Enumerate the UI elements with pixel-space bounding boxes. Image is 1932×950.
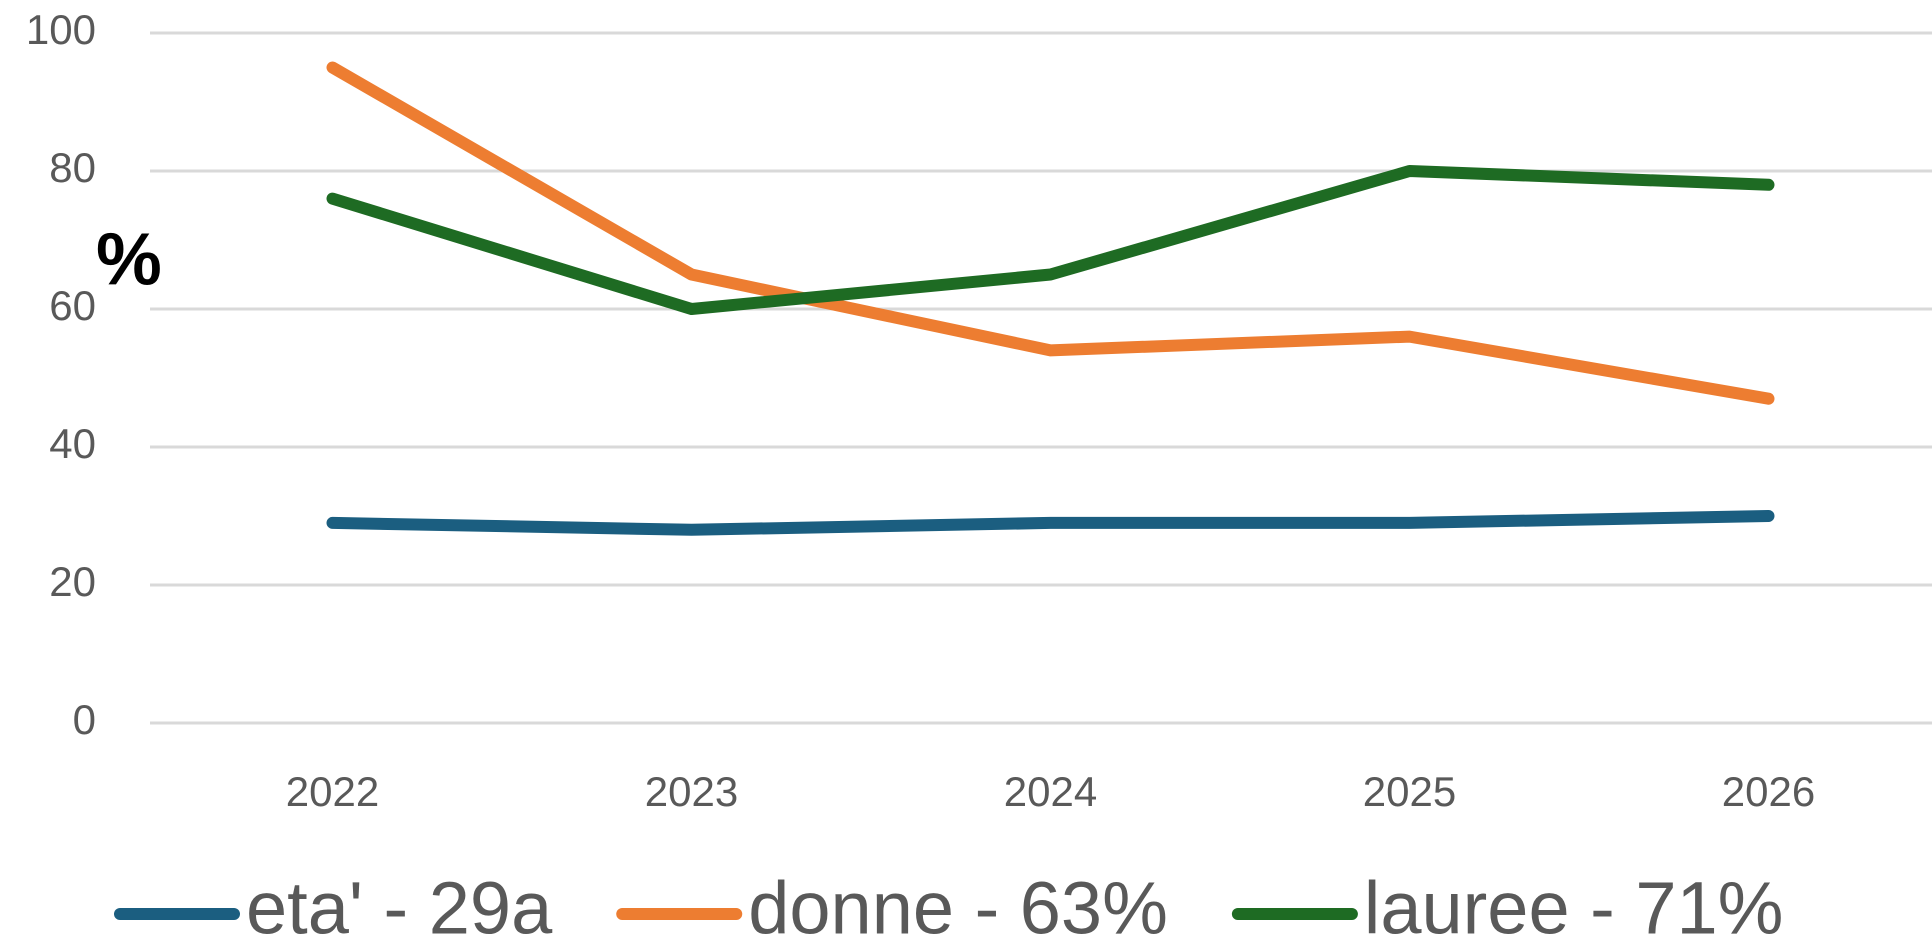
- legend-label: lauree - 71%: [1364, 867, 1784, 950]
- y-tick-label: 20: [49, 558, 96, 605]
- y-tick-label: 40: [49, 420, 96, 467]
- y-tick-label: 0: [73, 696, 96, 743]
- y-axis-label: %: [96, 218, 162, 301]
- x-tick-label: 2023: [645, 768, 738, 815]
- x-tick-label: 2022: [286, 768, 379, 815]
- y-tick-label: 80: [49, 144, 96, 191]
- x-tick-label: 2025: [1363, 768, 1456, 815]
- x-tick-label: 2026: [1722, 768, 1815, 815]
- x-tick-label: 2024: [1004, 768, 1097, 815]
- series-line: [326, 510, 1775, 536]
- series-line: [326, 61, 1775, 405]
- legend-label: donne - 63%: [748, 867, 1168, 950]
- y-tick-label: 100: [26, 6, 96, 53]
- series-line: [326, 165, 1775, 315]
- legend-label: eta' - 29a: [246, 867, 553, 950]
- y-tick-label: 60: [49, 282, 96, 329]
